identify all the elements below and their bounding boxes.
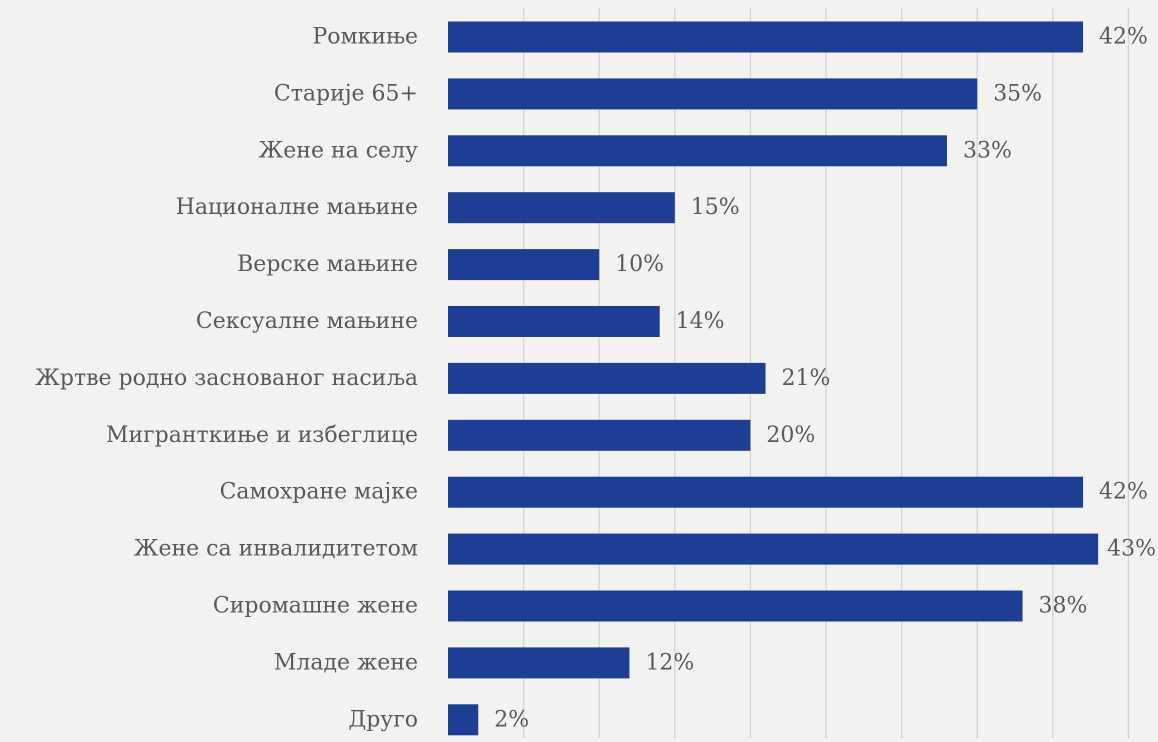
value-label: 2% [494, 707, 529, 732]
bar [448, 704, 479, 736]
category-label: Националне мањине [176, 195, 418, 220]
category-label: Жене са инвалидитетом [134, 537, 418, 562]
bar [448, 21, 1084, 53]
category-label: Жене на селу [259, 138, 419, 163]
value-label: 38% [1039, 594, 1088, 619]
value-label: 14% [676, 309, 725, 334]
value-label: 42% [1099, 480, 1148, 505]
bar [448, 249, 600, 281]
value-label: 20% [766, 423, 815, 448]
value-labels: 42% 35% 33% 15% 10% 14% 21% 20% 42% 43% 38% 12% 2% [494, 25, 1156, 733]
category-label: Верске мањине [237, 252, 418, 277]
value-label: 10% [615, 252, 664, 277]
bar [448, 476, 1084, 508]
category-label: Сиромашне жене [213, 594, 418, 619]
category-label: Младе жене [274, 650, 418, 675]
value-label: 15% [691, 195, 740, 220]
category-label: Друго [348, 707, 418, 732]
bar [448, 647, 630, 679]
category-label: Самохране мајке [220, 480, 418, 505]
bar [448, 78, 978, 110]
value-label: 33% [963, 138, 1012, 163]
category-labels: Ромкиње Старије 65+ Жене на селу Националне… [35, 25, 418, 733]
category-label: Ромкиње [312, 25, 418, 50]
category-label: Сексуалне мањине [196, 309, 418, 334]
bars [448, 21, 1099, 736]
bar [448, 533, 1099, 565]
value-label: 35% [993, 81, 1042, 106]
bar [448, 419, 751, 451]
value-label: 12% [645, 650, 694, 675]
value-label: 43% [1107, 537, 1156, 562]
value-label: 21% [782, 366, 831, 391]
bar [448, 192, 675, 224]
category-label: Жртве родно заснованог насиља [35, 366, 418, 391]
category-label: Старије 65+ [274, 81, 418, 106]
bar [448, 590, 1023, 622]
grid-lines [522, 8, 1130, 738]
value-label: 42% [1099, 25, 1148, 50]
bar [448, 362, 766, 394]
category-label: Мигранткиње и избеглице [106, 423, 418, 448]
bar [448, 306, 660, 337]
bar [448, 135, 947, 167]
